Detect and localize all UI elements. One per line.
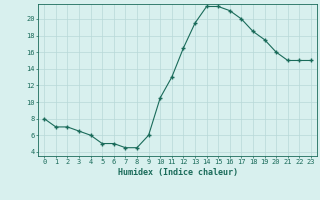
X-axis label: Humidex (Indice chaleur): Humidex (Indice chaleur) — [118, 168, 238, 177]
